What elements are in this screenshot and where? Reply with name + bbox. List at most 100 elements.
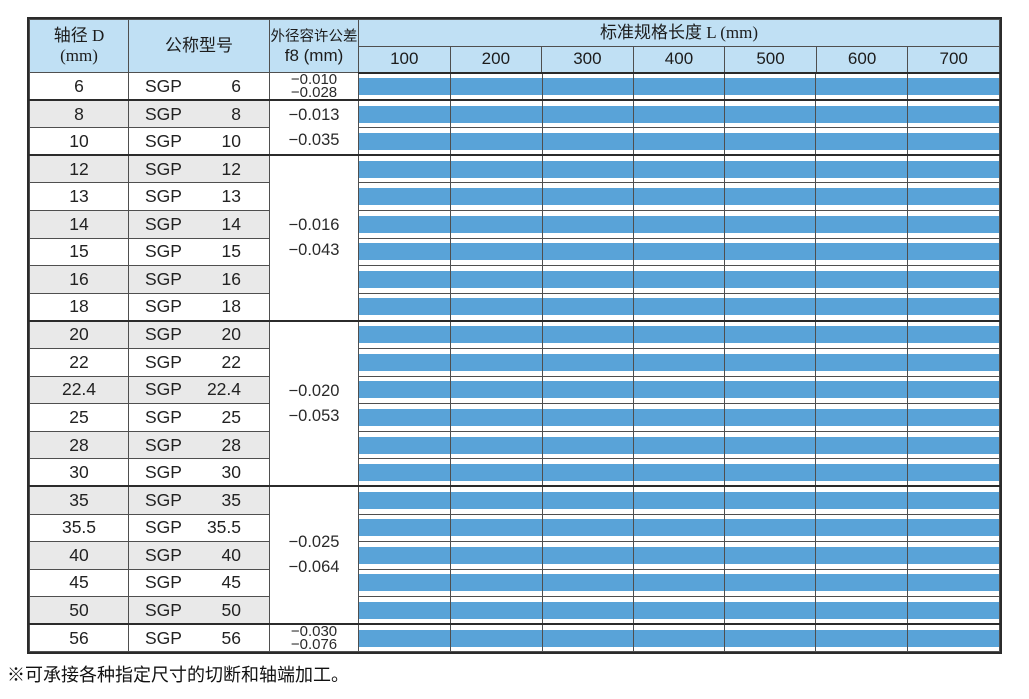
diameter-cell: 6 [29, 72, 129, 101]
length-bar [359, 408, 999, 426]
model-prefix: SGP [145, 296, 182, 317]
length-bar [359, 160, 999, 178]
model-column-header: 公称型号 [128, 19, 270, 73]
table-row: 25 SGP 25 [29, 403, 1000, 432]
model-cell: SGP 45 [128, 568, 270, 598]
length-bar [359, 574, 999, 592]
table-row: 35 SGP 35 −0.025 −0.064 [29, 485, 1000, 625]
model-cell: SGP 50 [128, 596, 270, 625]
length-bar [359, 105, 999, 123]
lengths-cell [358, 403, 1000, 432]
length-bar [359, 298, 999, 316]
table-row: 20 SGP 20 −0.020 −0.053 [29, 319, 1000, 487]
length-bar [359, 629, 999, 647]
table-row: 40 SGP 40 [29, 541, 1000, 570]
length-bar [359, 243, 999, 261]
table-row: 16 SGP 16 [29, 265, 1000, 294]
model-size: 50 [221, 599, 241, 620]
lengths-cell [358, 596, 1000, 625]
lengths-cell [358, 154, 1000, 184]
lengths-cell [358, 485, 1000, 515]
model-prefix: SGP [145, 406, 182, 427]
lengths-cell [358, 623, 1000, 653]
tolerance-cell: −0.025 −0.064 [269, 485, 359, 625]
length-bar [359, 519, 999, 537]
standard-length-spec-table: 轴径 D (mm) 公称型号 外径容许公差 f8 (mm) 标准规格长度 L (… [29, 19, 1000, 654]
table-row: 6 SGP 6 −0.010 −0.028 [29, 71, 1000, 102]
tolerance-upper: −0.010 [290, 71, 338, 89]
length-bar [359, 326, 999, 344]
table-body: 6 SGP 6 −0.010 −0.028 8 SGP 8 −0.013 −0.… [29, 71, 1000, 654]
tolerance-column-header: 外径容许公差 f8 (mm) [269, 19, 359, 73]
model-size: 10 [221, 130, 241, 151]
table-row: 14 SGP 14 [29, 209, 1000, 239]
model-size: 30 [221, 461, 241, 482]
lengths-cell [358, 265, 1000, 294]
tolerance-upper: −0.020 [288, 381, 340, 400]
model-size: 25 [221, 406, 241, 427]
diameter-cell: 28 [29, 430, 129, 460]
diameter-cell: 50 [29, 596, 129, 625]
diameter-cell: 8 [29, 99, 129, 129]
model-cell: SGP 56 [128, 623, 270, 653]
length-col-header-600: 600 [815, 46, 909, 74]
tolerance-lower: −0.064 [288, 558, 340, 577]
model-prefix: SGP [145, 186, 182, 207]
tolerance-cell: −0.013 −0.035 [269, 99, 359, 156]
model-prefix: SGP [145, 103, 182, 124]
model-cell: SGP 20 [128, 319, 270, 349]
model-cell: SGP 22.4 [128, 375, 270, 405]
diameter-header-line2: (mm) [60, 46, 98, 65]
model-cell: SGP 22 [128, 347, 270, 377]
tolerance-lower: −0.043 [288, 241, 340, 260]
table-row: 15 SGP 15 [29, 237, 1000, 267]
lengths-cell [358, 375, 1000, 405]
table-row: 12 SGP 12 −0.016 −0.043 [29, 154, 1000, 322]
lengths-cell [358, 347, 1000, 377]
model-cell: SGP 25 [128, 403, 270, 432]
tolerance-cell: −0.016 −0.043 [269, 154, 359, 322]
lengths-cell [358, 292, 1000, 322]
model-cell: SGP 10 [128, 127, 270, 156]
diameter-cell: 35 [29, 485, 129, 515]
lengths-cell [358, 513, 1000, 543]
length-bar [359, 77, 999, 95]
table-header: 轴径 D (mm) 公称型号 外径容许公差 f8 (mm) 标准规格长度 L (… [29, 19, 1000, 74]
model-prefix: SGP [145, 489, 182, 510]
table-row: 8 SGP 8 −0.013 −0.035 [29, 99, 1000, 156]
tolerance-lower: −0.028 [290, 84, 338, 102]
model-size: 45 [221, 572, 241, 593]
tolerance-lower: −0.076 [290, 636, 338, 654]
diameter-cell: 13 [29, 182, 129, 211]
length-bar [359, 353, 999, 371]
table-row: 50 SGP 50 [29, 596, 1000, 625]
diameter-cell: 56 [29, 623, 129, 653]
model-size: 15 [221, 241, 241, 262]
model-prefix: SGP [145, 379, 182, 400]
table-row: 56 SGP 56 −0.030 −0.076 [29, 623, 1000, 654]
tolerance-header-line1: 外径容许公差 [270, 28, 358, 45]
model-prefix: SGP [145, 517, 182, 538]
table-row: 22.4 SGP 22.4 [29, 375, 1000, 405]
table-row: 13 SGP 13 [29, 182, 1000, 211]
length-col-header-700: 700 [907, 46, 1000, 74]
model-size: 28 [221, 434, 241, 455]
model-size: 35.5 [206, 517, 241, 538]
model-prefix: SGP [145, 544, 182, 565]
diameter-cell: 10 [29, 127, 129, 156]
length-bar [359, 546, 999, 564]
model-prefix: SGP [145, 268, 182, 289]
model-cell: SGP 14 [128, 209, 270, 239]
tolerance-upper: −0.016 [288, 216, 340, 235]
model-cell: SGP 16 [128, 265, 270, 294]
length-col-header-200: 200 [449, 46, 543, 74]
model-cell: SGP 18 [128, 292, 270, 322]
diameter-cell: 20 [29, 319, 129, 349]
model-cell: SGP 8 [128, 99, 270, 129]
tolerance-upper: −0.013 [288, 105, 340, 124]
model-cell: SGP 13 [128, 182, 270, 211]
diameter-cell: 14 [29, 209, 129, 239]
model-cell: SGP 28 [128, 430, 270, 460]
length-bar [359, 436, 999, 454]
model-cell: SGP 12 [128, 154, 270, 184]
